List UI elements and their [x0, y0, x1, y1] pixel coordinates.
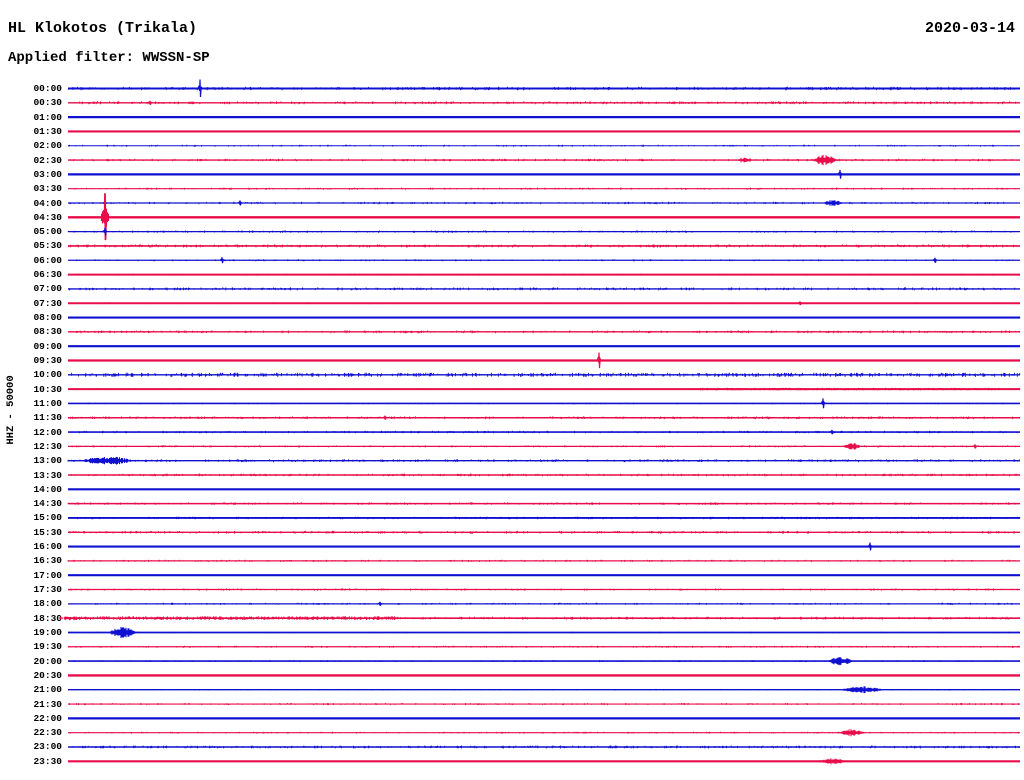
seismic-event [823, 200, 843, 206]
time-label-2230: 22:30 [33, 727, 62, 739]
time-label-1300: 13:00 [33, 455, 62, 467]
seismic-event [843, 443, 861, 450]
time-label-0000: 00:00 [33, 83, 62, 94]
time-label-1530: 15:30 [33, 526, 62, 538]
time-label-0100: 01:00 [33, 111, 62, 123]
seismic-event [827, 657, 853, 666]
time-label-0400: 04:00 [33, 197, 62, 209]
seismic-event [838, 729, 866, 737]
time-label-1130: 11:30 [33, 412, 62, 424]
time-label-0500: 05:00 [33, 226, 62, 238]
filter-label: Applied filter: WWSSN-SP [8, 50, 210, 66]
seismic-event [219, 257, 225, 264]
time-label-0900: 09:00 [33, 340, 62, 352]
time-label-2130: 21:30 [33, 698, 62, 710]
seismic-event [102, 227, 108, 236]
time-label-0230: 02:30 [33, 154, 62, 166]
seismic-event [109, 626, 137, 639]
time-label-0600: 06:00 [33, 254, 62, 266]
seismic-event [813, 154, 837, 166]
time-label-2000: 20:00 [33, 655, 62, 667]
time-label-1030: 10:30 [33, 383, 62, 395]
time-label-1200: 12:00 [33, 426, 62, 438]
seismic-event [829, 429, 835, 435]
seismic-event [867, 542, 873, 551]
time-label-2330: 23:30 [33, 755, 62, 767]
time-label-1900: 19:00 [33, 626, 62, 638]
seismic-event [237, 200, 243, 206]
seismic-event [147, 100, 153, 106]
time-label-1930: 19:30 [33, 641, 62, 653]
seismic-event [699, 387, 1000, 391]
seismic-event [596, 352, 602, 369]
time-label-0130: 01:30 [33, 125, 62, 137]
time-label-1430: 14:30 [33, 498, 62, 510]
time-label-1830: 18:30 [33, 612, 62, 624]
seismic-event [100, 208, 110, 227]
time-label-1400: 14:00 [33, 483, 62, 495]
seismic-event [737, 157, 753, 163]
time-label-0730: 07:30 [33, 297, 62, 309]
time-label-2200: 22:00 [33, 712, 62, 724]
time-label-0300: 03:00 [33, 168, 62, 180]
seismic-event [816, 758, 850, 765]
time-label-0530: 05:30 [33, 240, 62, 252]
seismic-event [197, 79, 203, 98]
time-label-0630: 06:30 [33, 269, 62, 281]
seismic-event [797, 301, 803, 306]
time-label-1630: 16:30 [33, 555, 62, 567]
time-label-0830: 08:30 [33, 326, 62, 338]
seismic-event [382, 415, 388, 421]
seismic-event [59, 616, 396, 621]
seismic-event [820, 398, 826, 409]
time-label-0930: 09:30 [33, 354, 62, 366]
time-label-1500: 15:00 [33, 512, 62, 524]
time-label-1000: 10:00 [33, 369, 62, 381]
time-label-2300: 23:00 [33, 741, 62, 753]
seismic-event [932, 257, 938, 264]
time-label-0800: 08:00 [33, 312, 62, 324]
station-title: HL Klokotos (Trikala) [8, 20, 198, 37]
time-label-0330: 03:30 [33, 183, 62, 195]
time-label-1800: 18:00 [33, 598, 62, 610]
date-label: 2020-03-14 [924, 20, 1015, 37]
time-label-1330: 13:30 [33, 469, 62, 481]
time-label-0430: 04:30 [33, 211, 62, 223]
seismic-event [972, 444, 978, 449]
seismic-event [840, 686, 884, 694]
time-label-2030: 20:30 [33, 669, 62, 681]
time-label-1700: 17:00 [33, 569, 62, 581]
time-label-2100: 21:00 [33, 684, 62, 696]
time-label-1230: 12:30 [33, 440, 62, 452]
time-label-0700: 07:00 [33, 283, 62, 295]
time-label-1730: 17:30 [33, 584, 62, 596]
seismic-event [837, 169, 843, 179]
time-label-1600: 16:00 [33, 541, 62, 553]
time-label-1100: 11:00 [33, 397, 62, 409]
time-label-0030: 00:30 [33, 97, 62, 109]
seismic-event [377, 601, 383, 607]
seismic-event [80, 456, 136, 465]
time-label-0200: 02:00 [33, 140, 62, 152]
